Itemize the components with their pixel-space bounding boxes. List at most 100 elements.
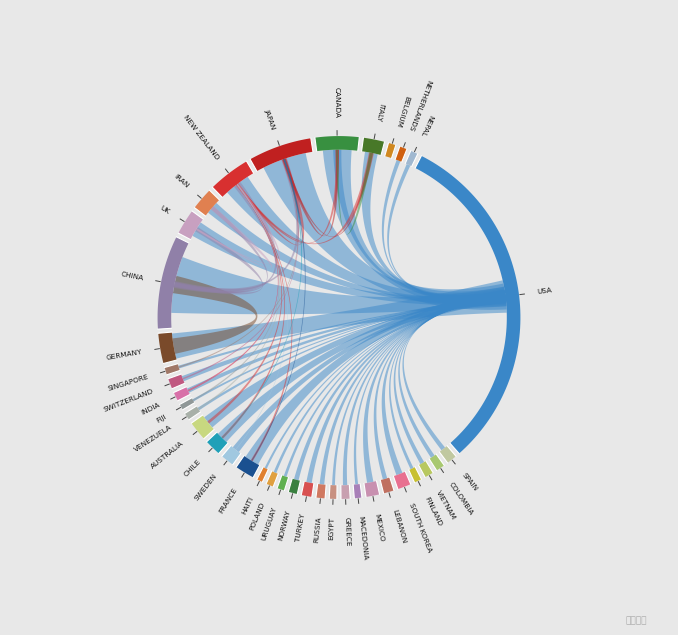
- Text: FIJI: FIJI: [155, 413, 167, 424]
- Text: SPAIN: SPAIN: [461, 472, 479, 492]
- Polygon shape: [193, 184, 279, 401]
- Polygon shape: [341, 485, 351, 499]
- Polygon shape: [363, 295, 506, 483]
- Polygon shape: [165, 364, 180, 375]
- Text: CANADA: CANADA: [334, 87, 340, 118]
- Polygon shape: [380, 478, 394, 493]
- Polygon shape: [384, 143, 396, 158]
- Polygon shape: [405, 151, 418, 166]
- Polygon shape: [182, 159, 298, 380]
- Polygon shape: [174, 387, 190, 401]
- Text: UK: UK: [159, 204, 171, 215]
- Polygon shape: [439, 446, 456, 463]
- Polygon shape: [187, 294, 506, 393]
- Polygon shape: [168, 374, 184, 389]
- Text: COLOMBIA: COLOMBIA: [448, 481, 475, 516]
- Polygon shape: [274, 296, 506, 473]
- Polygon shape: [266, 471, 278, 486]
- Text: MACEDONIA: MACEDONIA: [357, 516, 367, 561]
- Polygon shape: [315, 136, 359, 151]
- Text: POLAND: POLAND: [248, 501, 266, 531]
- Polygon shape: [227, 177, 506, 306]
- Polygon shape: [178, 159, 298, 368]
- Polygon shape: [393, 472, 411, 489]
- Polygon shape: [332, 296, 506, 485]
- Text: SINGAPORE: SINGAPORE: [107, 373, 149, 392]
- Text: INDIA: INDIA: [140, 402, 161, 416]
- Polygon shape: [178, 211, 203, 239]
- Polygon shape: [415, 156, 521, 453]
- Text: FINLAND: FINLAND: [423, 496, 443, 527]
- Text: SWITZERLAND: SWITZERLAND: [102, 387, 155, 413]
- Text: GERMANY: GERMANY: [106, 349, 143, 361]
- Polygon shape: [409, 467, 422, 483]
- Polygon shape: [233, 291, 506, 452]
- Polygon shape: [245, 290, 506, 465]
- Polygon shape: [207, 184, 282, 424]
- Polygon shape: [264, 153, 506, 310]
- Polygon shape: [257, 467, 268, 482]
- Polygon shape: [264, 296, 506, 469]
- Text: USA: USA: [536, 288, 553, 295]
- Polygon shape: [330, 485, 337, 499]
- Polygon shape: [212, 161, 254, 197]
- Text: HAITI: HAITI: [241, 496, 254, 516]
- Polygon shape: [178, 296, 506, 368]
- Polygon shape: [174, 227, 263, 295]
- Polygon shape: [174, 182, 277, 293]
- Polygon shape: [218, 290, 506, 442]
- Polygon shape: [418, 461, 433, 478]
- Text: BELGIUM: BELGIUM: [395, 95, 410, 128]
- Text: MEXICO: MEXICO: [374, 513, 384, 542]
- Polygon shape: [319, 295, 506, 485]
- Polygon shape: [283, 152, 373, 237]
- Polygon shape: [403, 295, 506, 450]
- Polygon shape: [172, 280, 506, 359]
- Polygon shape: [277, 475, 289, 490]
- Text: URUGUAY: URUGUAY: [261, 505, 278, 541]
- Polygon shape: [185, 406, 200, 420]
- Polygon shape: [158, 332, 177, 363]
- Text: GREECE: GREECE: [343, 517, 351, 547]
- Polygon shape: [204, 291, 506, 427]
- Polygon shape: [364, 481, 380, 497]
- Text: IRAN: IRAN: [173, 173, 190, 189]
- Polygon shape: [284, 296, 506, 477]
- Polygon shape: [301, 482, 314, 497]
- Text: ITALY: ITALY: [374, 103, 384, 123]
- Text: EGYPT: EGYPT: [329, 517, 336, 540]
- Polygon shape: [382, 295, 506, 475]
- Text: RUSSIA: RUSSIA: [313, 516, 321, 543]
- Polygon shape: [191, 415, 214, 439]
- Text: AUSTRALIA: AUSTRALIA: [150, 440, 185, 470]
- Polygon shape: [361, 152, 506, 303]
- Polygon shape: [333, 150, 506, 302]
- Text: CHILE: CHILE: [183, 458, 202, 478]
- Polygon shape: [174, 206, 268, 293]
- Text: CHINA: CHINA: [120, 271, 144, 281]
- Polygon shape: [353, 484, 362, 498]
- Polygon shape: [387, 164, 506, 301]
- Polygon shape: [157, 237, 188, 329]
- Polygon shape: [236, 150, 339, 243]
- Text: VIETNAM: VIETNAM: [435, 489, 457, 521]
- Polygon shape: [221, 184, 285, 439]
- Text: VENEZUELA: VENEZUELA: [134, 424, 174, 453]
- Polygon shape: [222, 159, 302, 438]
- Polygon shape: [188, 184, 279, 391]
- Text: NEPAL: NEPAL: [419, 114, 434, 137]
- Polygon shape: [236, 152, 374, 244]
- Text: NEW ZEALAND: NEW ZEALAND: [182, 114, 220, 161]
- Polygon shape: [288, 479, 300, 494]
- Text: LEBANON: LEBANON: [391, 509, 406, 544]
- Polygon shape: [336, 150, 373, 234]
- Polygon shape: [294, 295, 506, 480]
- Polygon shape: [207, 432, 228, 453]
- Polygon shape: [398, 295, 506, 458]
- Polygon shape: [174, 158, 300, 292]
- Polygon shape: [208, 203, 506, 304]
- Text: 学术小镇: 学术小镇: [626, 617, 647, 625]
- Polygon shape: [196, 206, 272, 269]
- Polygon shape: [197, 296, 506, 410]
- Polygon shape: [188, 184, 279, 391]
